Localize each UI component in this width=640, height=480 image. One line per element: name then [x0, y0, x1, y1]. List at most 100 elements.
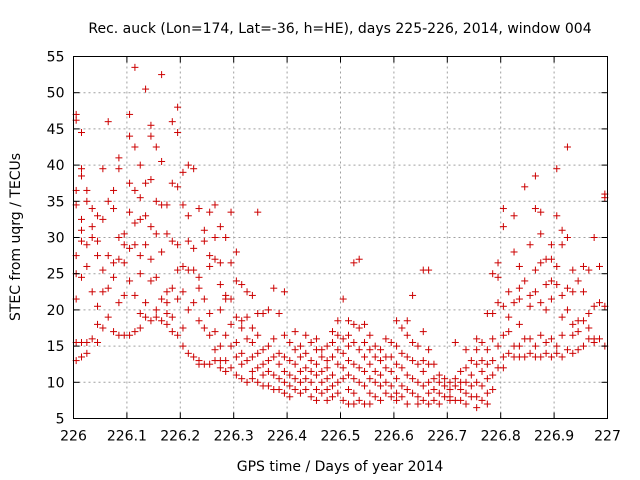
data-point [553, 342, 561, 350]
data-point [425, 346, 433, 354]
chart-title: Rec. auck (Lon=174, Lat=-36, h=HE), days… [88, 21, 591, 37]
data-point [216, 281, 224, 289]
data-point [563, 346, 571, 354]
data-point [419, 357, 427, 365]
data-point [280, 378, 288, 386]
data-point [339, 295, 347, 303]
data-point [355, 324, 363, 332]
data-point [227, 208, 235, 216]
data-point [312, 371, 320, 379]
data-point [350, 389, 358, 397]
data-point [473, 378, 481, 386]
data-point [99, 266, 107, 274]
data-point [296, 367, 304, 375]
data-point [94, 252, 102, 260]
data-point [478, 382, 486, 390]
data-point [462, 364, 470, 372]
y-tick-label: 25 [47, 267, 65, 283]
data-point [195, 284, 203, 292]
data-point [505, 328, 513, 336]
data-point [483, 389, 491, 397]
data-point [409, 338, 417, 346]
data-point [83, 349, 91, 357]
data-point [478, 396, 486, 404]
data-point [78, 215, 86, 223]
data-point [595, 299, 603, 307]
data-point [435, 378, 443, 386]
data-point [467, 382, 475, 390]
data-point [537, 353, 545, 361]
data-point [558, 313, 566, 321]
data-point [414, 360, 422, 368]
data-point [494, 273, 502, 281]
data-point [430, 375, 438, 383]
data-point [371, 353, 379, 361]
data-point [174, 183, 182, 191]
data-point [425, 389, 433, 397]
data-point [515, 320, 523, 328]
data-point [537, 299, 545, 307]
data-point [190, 299, 198, 307]
data-point [387, 367, 395, 375]
data-point [446, 378, 454, 386]
data-point [296, 389, 304, 397]
data-point [88, 234, 96, 241]
x-tick-label: 227 [594, 429, 621, 445]
data-point [366, 360, 374, 368]
data-point [158, 248, 166, 256]
data-point [425, 378, 433, 386]
data-point [126, 244, 134, 252]
data-point [526, 349, 534, 357]
data-point [280, 389, 288, 397]
data-point [280, 367, 288, 375]
data-point [206, 208, 214, 216]
data-point [78, 129, 86, 137]
data-point [291, 375, 299, 383]
data-point [147, 277, 155, 285]
x-tick-label: 226.4 [267, 429, 307, 445]
data-point [126, 179, 134, 187]
data-point [371, 342, 379, 350]
data-point [361, 320, 369, 328]
data-point [168, 237, 176, 245]
data-point [499, 302, 507, 310]
data-point [88, 335, 96, 343]
data-point [537, 208, 545, 216]
data-point [328, 371, 336, 379]
data-point [222, 357, 230, 365]
data-point [473, 346, 481, 354]
data-point [403, 386, 411, 394]
data-point [409, 357, 417, 365]
data-point [425, 400, 433, 408]
data-point [286, 357, 294, 365]
data-point [190, 266, 198, 274]
data-point [216, 259, 224, 267]
data-point [211, 201, 219, 209]
data-point [216, 342, 224, 350]
data-point [200, 226, 208, 234]
data-point [131, 241, 139, 249]
data-point [190, 353, 198, 361]
data-point [136, 310, 144, 318]
data-point [339, 349, 347, 357]
data-point [377, 357, 385, 365]
data-point [307, 367, 315, 375]
data-point [312, 396, 320, 404]
data-point [168, 328, 176, 336]
data-point [206, 262, 214, 270]
data-point [312, 335, 320, 343]
data-point [136, 215, 144, 223]
data-point [505, 313, 513, 321]
data-point [409, 389, 417, 397]
data-point [152, 143, 160, 151]
data-point [398, 393, 406, 401]
data-point [142, 212, 150, 220]
data-point [462, 389, 470, 397]
data-point [350, 360, 358, 368]
data-point [542, 349, 550, 357]
data-point [499, 353, 507, 361]
data-point [430, 386, 438, 394]
data-point [286, 338, 294, 346]
data-point [227, 342, 235, 350]
data-point [590, 234, 598, 241]
